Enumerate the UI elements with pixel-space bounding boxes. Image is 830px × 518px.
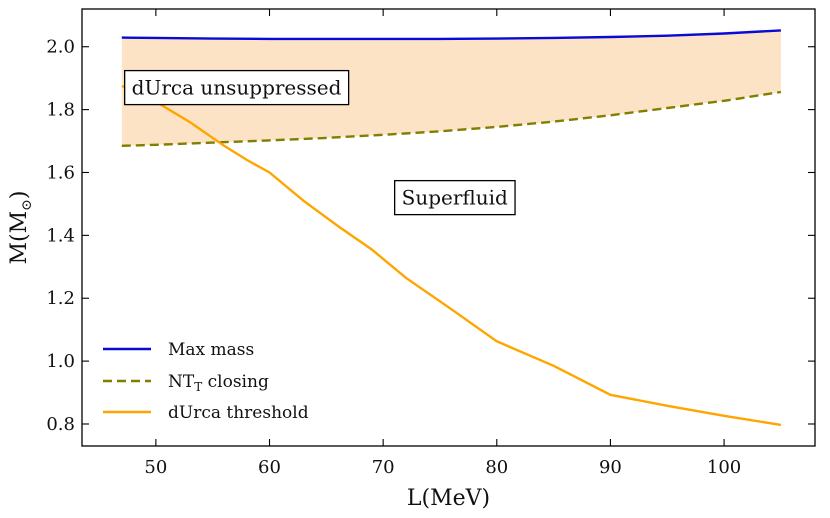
y-axis-title-close: ) <box>7 191 32 200</box>
y-tick-label: 1.2 <box>46 288 75 309</box>
legend-label-nt-closing: NTT closing <box>168 372 269 394</box>
ticks <box>82 9 815 446</box>
x-axis-title: L(MeV) <box>407 486 490 511</box>
y-tick-label: 1.6 <box>46 162 75 183</box>
annotation-text: Superfluid <box>402 186 508 210</box>
y-tick-label: 1.4 <box>46 225 75 246</box>
annotation-text: dUrca unsuppressed <box>132 76 342 100</box>
y-axis-title-main: M(M <box>7 211 32 265</box>
legend: Max mass NTT closing dUrca threshold <box>103 340 309 423</box>
durca-threshold-line <box>121 84 782 427</box>
nt-closing-line <box>121 90 782 147</box>
annotation-box <box>124 69 350 106</box>
max-mass-line <box>121 29 781 41</box>
x-tick-label: 100 <box>707 457 741 478</box>
x-tick-label: 60 <box>258 457 281 478</box>
y-tick-label: 1.0 <box>46 351 75 372</box>
y-axis-title-sub: ⊙ <box>19 199 35 211</box>
x-tick-label: 80 <box>485 457 508 478</box>
legend-label-nt-rest: closing <box>202 372 269 392</box>
legend-label-max-mass: Max mass <box>168 340 254 360</box>
y-axis-title: M(M⊙) <box>7 191 35 265</box>
y-tick-label: 0.8 <box>46 414 75 435</box>
annotation-durca-unsuppressed: dUrca unsuppressed <box>124 69 350 106</box>
x-tick-label: 70 <box>372 457 395 478</box>
plot-frame <box>81 8 816 447</box>
legend-label-durca-threshold: dUrca threshold <box>168 403 309 423</box>
legend-label-nt: NT <box>168 372 195 392</box>
y-tick-label: 1.8 <box>46 100 75 121</box>
dUrca-unsuppressed-region <box>121 30 781 146</box>
plot-area <box>121 29 782 427</box>
y-tick-label: 2.0 <box>46 37 75 58</box>
annotation-box <box>393 179 516 216</box>
tick-labels: 50 60 70 80 90 100 0.8 1.0 1.2 1.4 1.6 1.8 2.0 <box>46 37 741 478</box>
legend-label-nt-sub: T <box>194 380 202 394</box>
annotation-superfluid: Superfluid <box>393 179 516 216</box>
x-tick-label: 90 <box>599 457 622 478</box>
x-tick-label: 50 <box>144 457 167 478</box>
